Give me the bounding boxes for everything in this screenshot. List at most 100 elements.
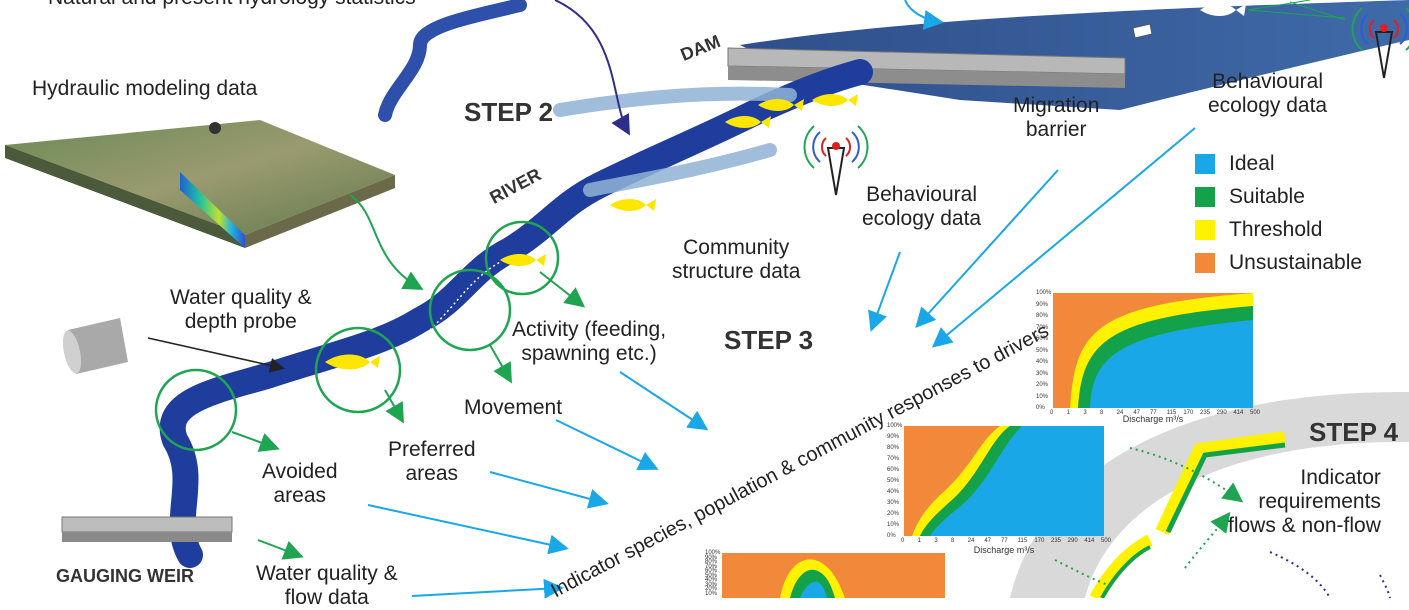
y-tick-label: 100% (705, 550, 721, 556)
x-tick-label: 170 (1183, 410, 1194, 416)
arrow (904, 0, 944, 30)
x-tick-label: 414 (1233, 410, 1244, 416)
probe-icon (1132, 23, 1153, 39)
y-tick-label: 70% (705, 563, 718, 570)
preferred-areas-label: Preferred areas (388, 438, 476, 486)
legend-item: Ideal (1195, 147, 1362, 180)
indicator-curve (1089, 431, 1286, 598)
step4-label: STEP 4 (1309, 417, 1399, 447)
arrow (931, 127, 1196, 348)
y-tick-label: 100% (887, 423, 903, 429)
y-tick-label: 60% (1036, 336, 1049, 342)
x-tick-label: 3 (1083, 410, 1087, 416)
x-tick-label: 47 (984, 538, 992, 544)
x-tick-label: 235 (1051, 538, 1062, 544)
x-tick-label: 77 (1150, 410, 1157, 416)
x-tick-label: 500 (1101, 538, 1112, 544)
y-tick-label: 90% (887, 434, 900, 440)
arrow (349, 194, 424, 290)
y-tick-label: 20% (705, 586, 718, 592)
response-chart (904, 426, 1104, 536)
chart-x-axis-title: Discharge m³/s (973, 545, 1035, 555)
y-tick-label: 0% (887, 533, 896, 539)
y-tick-label: 10% (1036, 393, 1049, 400)
arrow (367, 504, 569, 555)
y-tick-label: 70% (887, 456, 900, 462)
radio-tower-icon (803, 125, 869, 196)
behavioural-ecology-label: Behavioural ecology data (862, 183, 982, 231)
probe-icon (62, 318, 128, 374)
arrow (411, 578, 564, 598)
water-quality-probe-label: Water quality & depth probe (170, 286, 312, 334)
y-tick-label: 90% (1036, 301, 1049, 308)
legend-item: Threshold (1195, 213, 1362, 246)
x-tick-label: 24 (1116, 410, 1124, 416)
legend: Ideal Suitable Threshold Unsustainable (1195, 147, 1362, 279)
habitat-circle (484, 220, 560, 296)
habitat-circle (428, 268, 512, 352)
arrow (915, 169, 1059, 328)
response-chart (1053, 293, 1253, 408)
legend-swatch (1195, 219, 1215, 240)
x-tick-label: 170 (1034, 538, 1045, 544)
y-tick-label: 60% (887, 467, 900, 473)
arrow (555, 419, 659, 471)
y-tick-label: 100% (1036, 290, 1052, 296)
terrain-block-icon (5, 120, 395, 248)
legend-swatch (1195, 186, 1215, 207)
y-tick-label: 70% (1036, 324, 1049, 331)
fish-icon (1200, 4, 1246, 16)
natural-stats-label: Natural and present hydrology statistics (48, 0, 416, 10)
y-tick-label: 90% (705, 554, 718, 561)
arrow (384, 389, 404, 424)
arrow (619, 371, 709, 431)
y-tick-label: 80% (705, 559, 718, 565)
x-tick-label: 290 (1067, 538, 1078, 544)
x-tick-label: 414 (1084, 538, 1095, 544)
y-tick-label: 20% (887, 511, 900, 517)
arrow (554, 0, 630, 136)
arrow (231, 431, 280, 452)
y-tick-label: 30% (705, 581, 718, 588)
y-tick-label: 30% (1036, 370, 1049, 377)
weir-icon (61, 516, 233, 542)
x-tick-label: 1 (917, 538, 921, 544)
y-tick-label: 0% (1036, 405, 1045, 411)
habitat-circle (154, 368, 238, 452)
x-tick-label: 24 (967, 538, 975, 544)
fish-icon (325, 94, 858, 370)
arrow (489, 344, 512, 384)
y-tick-label: 40% (1036, 359, 1049, 365)
legend-item: Unsustainable (1195, 246, 1362, 279)
river-channel (159, 59, 873, 568)
y-tick-label: 10% (705, 590, 718, 597)
arrow (257, 539, 304, 560)
legend-swatch (1195, 252, 1215, 273)
movement-label: Movement (464, 396, 563, 419)
x-tick-label: 47 (1133, 410, 1141, 416)
arrow (868, 251, 901, 332)
x-tick-label: 115 (1017, 538, 1028, 544)
y-tick-label: 40% (705, 577, 718, 583)
response-chart (722, 553, 945, 598)
x-tick-label: 290 (1216, 410, 1227, 416)
y-tick-label: 50% (887, 478, 900, 484)
x-tick-label: 235 (1200, 410, 1211, 416)
y-tick-label: 40% (887, 489, 900, 495)
activity-label: Activity (feeding, spawning etc.) (512, 318, 667, 366)
behavioural-ecology-label: Behavioural ecology data (1208, 70, 1328, 118)
arrow (489, 471, 609, 509)
habitat-circle (314, 326, 402, 414)
y-tick-label: 20% (1036, 382, 1049, 388)
y-tick-label: 10% (887, 522, 900, 528)
arrow (539, 271, 586, 308)
step4-band (1010, 391, 1409, 598)
water-quality-flow-label: Water quality & flow data (256, 562, 398, 610)
chart-x-axis-title: Discharge m³/s (1122, 414, 1184, 424)
y-tick-label: 80% (887, 445, 900, 451)
indicator-requirements-label: Indicator requirements flows & non-flow (1228, 466, 1381, 538)
y-tick-label: 60% (705, 568, 718, 574)
y-tick-label: 50% (1036, 347, 1049, 354)
x-tick-label: 77 (1001, 538, 1008, 544)
